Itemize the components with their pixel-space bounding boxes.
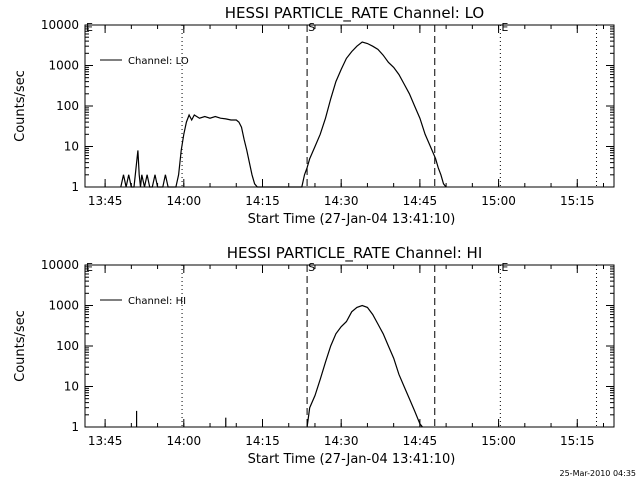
marker-label: E <box>501 261 508 274</box>
y-tick-label: 100 <box>56 99 79 113</box>
x-tick-label: 14:45 <box>403 194 438 208</box>
x-tick-label: 15:15 <box>560 194 595 208</box>
legend-label: Channel: HI <box>128 296 186 307</box>
plot-frame <box>84 264 615 428</box>
x-tick-label: 14:15 <box>245 194 280 208</box>
x-tick-label: 13:45 <box>88 194 123 208</box>
y-tick-label: 10 <box>64 380 79 394</box>
marker-label: S <box>308 261 315 274</box>
y-tick-label: 100 <box>56 339 79 353</box>
x-tick-label: 15:00 <box>481 434 516 448</box>
x-tick-label: 14:00 <box>167 434 202 448</box>
x-tick-label: 15:00 <box>481 194 516 208</box>
x-tick-label: 14:30 <box>324 194 359 208</box>
legend-label: Channel: LO <box>128 56 189 67</box>
y-tick-label: 10 <box>64 140 79 154</box>
chart-title: HESSI PARTICLE_RATE Channel: HI <box>227 244 483 263</box>
footer-timestamp: 25-Mar-2010 04:35 <box>560 469 637 478</box>
x-tick-label: 14:00 <box>167 194 202 208</box>
y-tick-label: 10000 <box>41 258 79 272</box>
y-tick-label: 1000 <box>48 299 79 313</box>
y-tick-label: 1 <box>71 180 79 194</box>
chart-panel-2: HESSI PARTICLE_RATE Channel: HI Counts/se… <box>13 244 615 467</box>
x-tick-label: 14:30 <box>324 434 359 448</box>
y-tick-label: 1000 <box>48 59 79 73</box>
y-axis-label: Counts/sec <box>13 70 28 142</box>
x-tick-label: 15:15 <box>560 434 595 448</box>
y-axis-label: Counts/sec <box>13 310 28 382</box>
y-tick-label: 10000 <box>41 18 79 32</box>
x-axis-label: Start Time (27-Jan-04 13:41:10) <box>248 212 456 227</box>
chart-title: HESSI PARTICLE_RATE Channel: LO <box>225 4 484 23</box>
x-axis-label: Start Time (27-Jan-04 13:41:10) <box>248 452 456 467</box>
chart-panel-1: HESSI PARTICLE_RATE Channel: LO Counts/se… <box>13 4 615 227</box>
marker-label: E <box>86 261 93 274</box>
series-line <box>306 304 423 428</box>
series-line <box>120 41 447 188</box>
marker-label: S <box>308 21 315 34</box>
plot-frame <box>84 24 615 188</box>
x-tick-label: 14:45 <box>403 434 438 448</box>
x-tick-label: 13:45 <box>88 434 123 448</box>
y-tick-label: 1 <box>71 420 79 434</box>
x-tick-label: 14:15 <box>245 434 280 448</box>
marker-label: E <box>86 21 93 34</box>
marker-label: E <box>501 21 508 34</box>
